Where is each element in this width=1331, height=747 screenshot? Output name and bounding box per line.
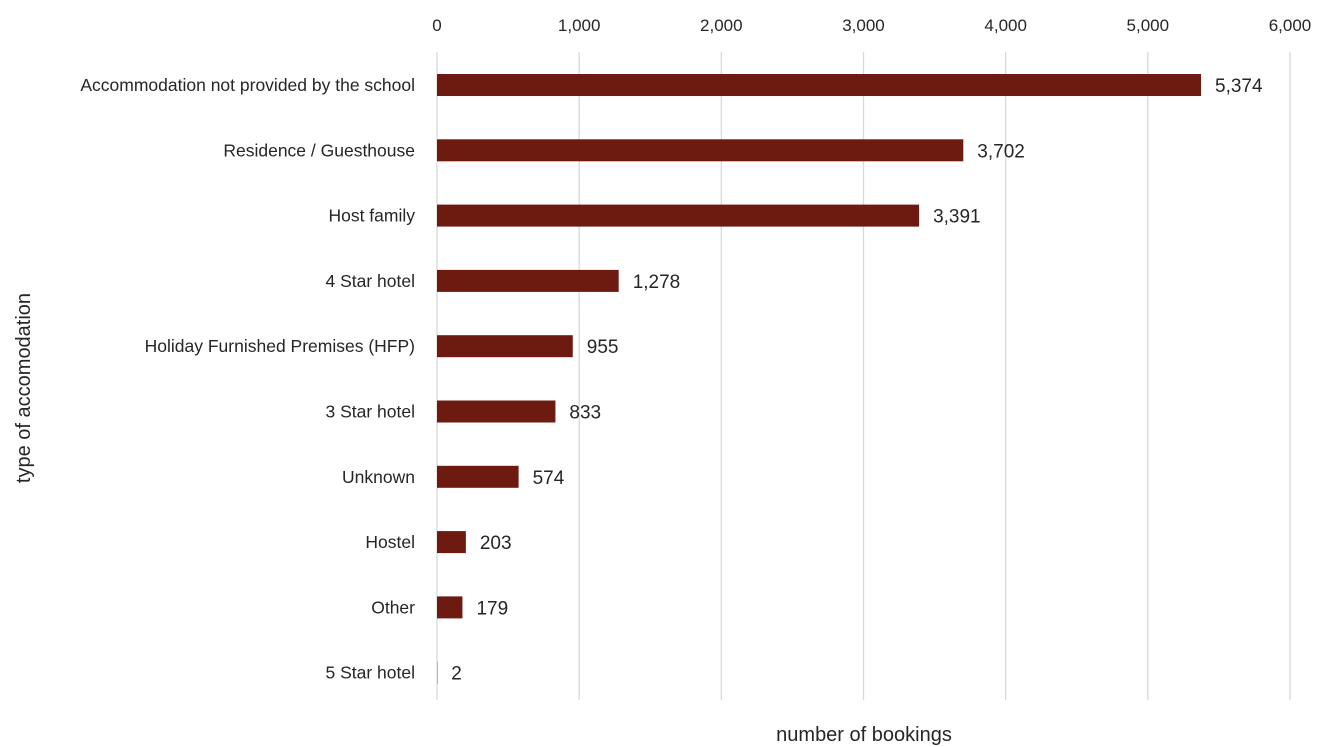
category-label: Other xyxy=(371,597,415,617)
bar xyxy=(437,335,573,358)
category-labels: Accommodation not provided by the school… xyxy=(80,75,415,683)
bar xyxy=(437,596,463,619)
data-label: 5,374 xyxy=(1215,76,1263,97)
bar xyxy=(437,204,920,227)
x-tick-labels: 0 1,000 2,000 3,000 4,000 5,000 6,000 xyxy=(432,16,1311,35)
x-tick-label: 5,000 xyxy=(1127,16,1170,35)
bar xyxy=(437,465,519,488)
data-label: 833 xyxy=(569,403,601,424)
data-label: 955 xyxy=(587,337,619,358)
bar xyxy=(437,74,1202,96)
category-label: 4 Star hotel xyxy=(326,271,416,291)
y-axis-title: type of accomodation xyxy=(13,293,35,483)
x-tick-label: 3,000 xyxy=(842,16,885,35)
x-tick-label: 4,000 xyxy=(984,16,1027,35)
data-labels: 5,374 3,702 3,391 1,278 955 833 574 203 179 2 xyxy=(451,76,1263,685)
x-tick-label: 6,000 xyxy=(1269,16,1312,35)
data-label: 574 xyxy=(533,468,565,489)
data-label: 2 xyxy=(451,664,462,685)
x-tick-label: 1,000 xyxy=(558,16,601,35)
category-label: Accommodation not provided by the school xyxy=(80,75,415,95)
data-label: 1,278 xyxy=(633,272,681,293)
x-axis-title: number of bookings xyxy=(776,724,952,746)
data-label: 3,391 xyxy=(933,207,981,228)
x-tick-label: 0 xyxy=(432,16,441,35)
data-label: 203 xyxy=(480,533,512,554)
category-label: Holiday Furnished Premises (HFP) xyxy=(145,336,415,356)
category-label: 5 Star hotel xyxy=(326,663,416,683)
bar xyxy=(437,400,556,423)
category-label: Host family xyxy=(328,206,415,226)
bars xyxy=(437,74,1202,684)
bar xyxy=(437,269,619,292)
bar xyxy=(437,531,466,554)
data-label: 179 xyxy=(476,598,508,619)
data-label: 3,702 xyxy=(977,141,1025,162)
category-label: Hostel xyxy=(365,532,415,552)
x-tick-label: 2,000 xyxy=(700,16,743,35)
category-label: 3 Star hotel xyxy=(326,402,416,422)
category-label: Residence / Guesthouse xyxy=(223,140,415,160)
bar xyxy=(437,139,964,162)
category-label: Unknown xyxy=(342,467,415,487)
